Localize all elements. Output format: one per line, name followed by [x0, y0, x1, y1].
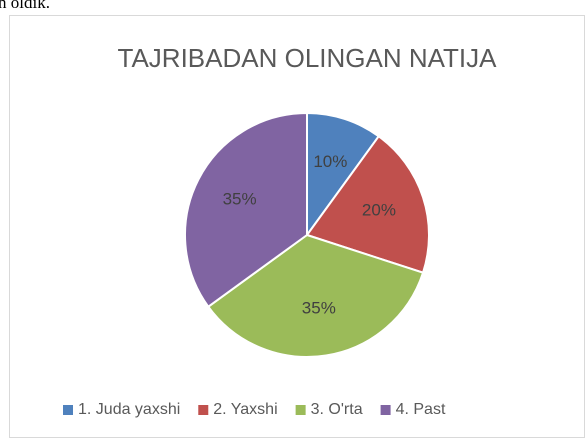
data-label: 35%: [223, 190, 257, 209]
data-label-value: 10: [313, 153, 332, 172]
pie-slice: [184, 111, 308, 309]
legend-label: 4. Past: [396, 401, 446, 418]
pie-slice: [305, 134, 430, 274]
legend-swatch: [63, 405, 73, 415]
legend-swatch: [380, 405, 391, 415]
pie-slice: [306, 111, 381, 239]
legend-label: 3. O'rta: [311, 401, 363, 418]
legend-label: 1. Juda yaxshi: [78, 401, 180, 418]
percent-sign: %: [381, 201, 396, 220]
data-label: 20%: [362, 201, 396, 220]
legend-swatch: [295, 405, 306, 415]
data-label: 35%: [302, 299, 336, 318]
percent-sign: %: [332, 153, 347, 172]
pie-slice: [206, 233, 425, 358]
data-label-value: 35: [223, 190, 242, 209]
legend-swatch: [198, 405, 209, 415]
legend-label: 2. Yaxshi: [213, 401, 277, 418]
percent-sign: %: [321, 299, 336, 318]
data-label-value: 35: [302, 299, 321, 318]
chart-title: TAJRIBADAN OLINGAN NATIJA: [118, 43, 498, 73]
context-text: n oldik.: [0, 0, 50, 12]
data-label-value: 20: [362, 201, 381, 220]
percent-sign: %: [242, 190, 257, 209]
data-label: 10%: [313, 153, 347, 172]
